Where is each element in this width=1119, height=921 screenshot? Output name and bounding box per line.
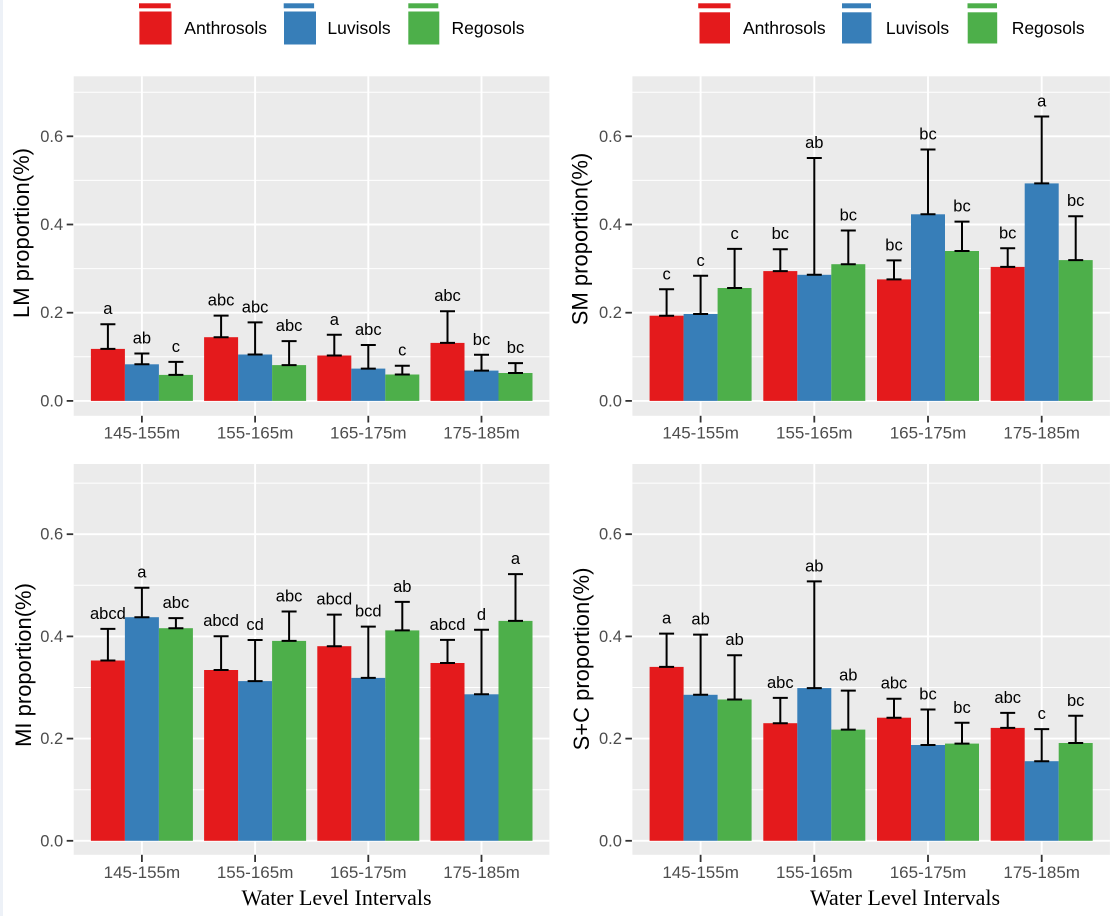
svg-text:c: c	[730, 225, 738, 243]
svg-text:0.0: 0.0	[599, 392, 622, 410]
svg-text:0.4: 0.4	[599, 216, 622, 234]
svg-text:LM proportion(%): LM proportion(%)	[9, 148, 34, 318]
svg-text:Anthrosols: Anthrosols	[184, 18, 267, 38]
svg-text:Regosols: Regosols	[452, 18, 525, 38]
svg-text:bc: bc	[840, 207, 857, 225]
svg-text:c: c	[172, 338, 180, 356]
svg-text:0.6: 0.6	[599, 128, 622, 146]
svg-text:bc: bc	[772, 225, 789, 243]
svg-text:abc: abc	[355, 321, 382, 339]
svg-text:abc: abc	[276, 317, 303, 335]
svg-text:abc: abc	[163, 594, 190, 612]
svg-text:ab: ab	[805, 557, 823, 575]
svg-text:Water Level Intervals: Water Level Intervals	[241, 885, 431, 910]
svg-text:0.2: 0.2	[599, 730, 622, 748]
svg-text:bc: bc	[473, 331, 490, 349]
svg-text:abc: abc	[242, 298, 269, 316]
svg-text:0.6: 0.6	[40, 128, 63, 146]
svg-text:MI proportion(%): MI proportion(%)	[11, 583, 36, 747]
svg-text:0.2: 0.2	[40, 304, 63, 322]
svg-text:0.6: 0.6	[40, 526, 63, 544]
svg-text:145-155m: 145-155m	[662, 424, 739, 443]
svg-text:abcd: abcd	[203, 612, 239, 630]
svg-text:bc: bc	[953, 198, 970, 216]
svg-text:abc: abc	[208, 292, 235, 310]
svg-text:a: a	[103, 300, 113, 318]
svg-text:abc: abc	[767, 674, 794, 692]
svg-text:Luvisols: Luvisols	[886, 18, 949, 38]
svg-text:0.2: 0.2	[40, 730, 63, 748]
svg-text:155-165m: 155-165m	[217, 863, 294, 882]
svg-text:165-175m: 165-175m	[890, 863, 967, 882]
svg-text:bc: bc	[953, 699, 970, 717]
svg-text:bc: bc	[919, 686, 936, 704]
svg-text:bcd: bcd	[355, 603, 382, 621]
svg-text:175-185m: 175-185m	[1003, 863, 1080, 882]
svg-text:abc: abc	[881, 675, 908, 693]
svg-text:d: d	[477, 606, 486, 624]
svg-text:0.2: 0.2	[599, 304, 622, 322]
svg-text:ab: ab	[805, 134, 823, 152]
svg-text:ab: ab	[133, 330, 151, 348]
svg-text:SM proportion(%): SM proportion(%)	[568, 153, 593, 325]
svg-text:bc: bc	[1067, 692, 1084, 710]
svg-text:0.0: 0.0	[40, 392, 63, 410]
svg-text:155-165m: 155-165m	[776, 863, 853, 882]
svg-text:c: c	[696, 252, 704, 270]
svg-text:c: c	[1038, 705, 1046, 723]
svg-text:S+C proportion(%): S+C proportion(%)	[569, 568, 594, 751]
svg-text:a: a	[137, 564, 147, 582]
svg-text:175-185m: 175-185m	[443, 863, 520, 882]
svg-text:145-155m: 145-155m	[104, 863, 181, 882]
svg-text:145-155m: 145-155m	[662, 863, 739, 882]
svg-text:Water Level Intervals: Water Level Intervals	[810, 885, 1000, 910]
svg-text:0.6: 0.6	[599, 526, 622, 544]
svg-text:bc: bc	[885, 236, 902, 254]
svg-text:0.4: 0.4	[599, 628, 622, 646]
svg-text:bc: bc	[1067, 192, 1084, 210]
svg-text:a: a	[662, 610, 672, 628]
svg-text:abc: abc	[434, 287, 461, 305]
svg-text:175-185m: 175-185m	[1003, 424, 1080, 443]
svg-text:a: a	[511, 550, 521, 568]
svg-text:a: a	[330, 311, 340, 329]
svg-text:abc: abc	[994, 689, 1021, 707]
svg-text:155-165m: 155-165m	[776, 424, 853, 443]
svg-text:c: c	[398, 342, 406, 360]
svg-text:abcd: abcd	[430, 616, 466, 634]
svg-text:175-185m: 175-185m	[443, 424, 520, 443]
svg-text:Regosols: Regosols	[1012, 18, 1085, 38]
svg-text:Luvisols: Luvisols	[327, 18, 390, 38]
svg-text:155-165m: 155-165m	[217, 424, 294, 443]
svg-text:bc: bc	[507, 339, 524, 357]
svg-text:c: c	[662, 265, 670, 283]
svg-text:0.0: 0.0	[40, 832, 63, 850]
svg-text:abc: abc	[276, 588, 303, 606]
svg-text:abcd: abcd	[90, 605, 126, 623]
svg-text:ab: ab	[393, 578, 411, 596]
svg-text:165-175m: 165-175m	[890, 424, 967, 443]
svg-text:165-175m: 165-175m	[330, 863, 407, 882]
svg-text:0.4: 0.4	[40, 628, 63, 646]
svg-text:Anthrosols: Anthrosols	[743, 18, 826, 38]
svg-text:a: a	[1037, 93, 1047, 111]
svg-text:ab: ab	[691, 611, 709, 629]
svg-text:145-155m: 145-155m	[104, 424, 181, 443]
svg-text:165-175m: 165-175m	[330, 424, 407, 443]
svg-text:ab: ab	[839, 667, 857, 685]
svg-text:0.0: 0.0	[599, 832, 622, 850]
svg-text:0.4: 0.4	[40, 216, 63, 234]
svg-text:bc: bc	[999, 224, 1016, 242]
svg-text:ab: ab	[725, 631, 743, 649]
svg-text:bc: bc	[919, 126, 936, 144]
svg-text:abcd: abcd	[316, 591, 352, 609]
svg-text:cd: cd	[246, 616, 263, 634]
